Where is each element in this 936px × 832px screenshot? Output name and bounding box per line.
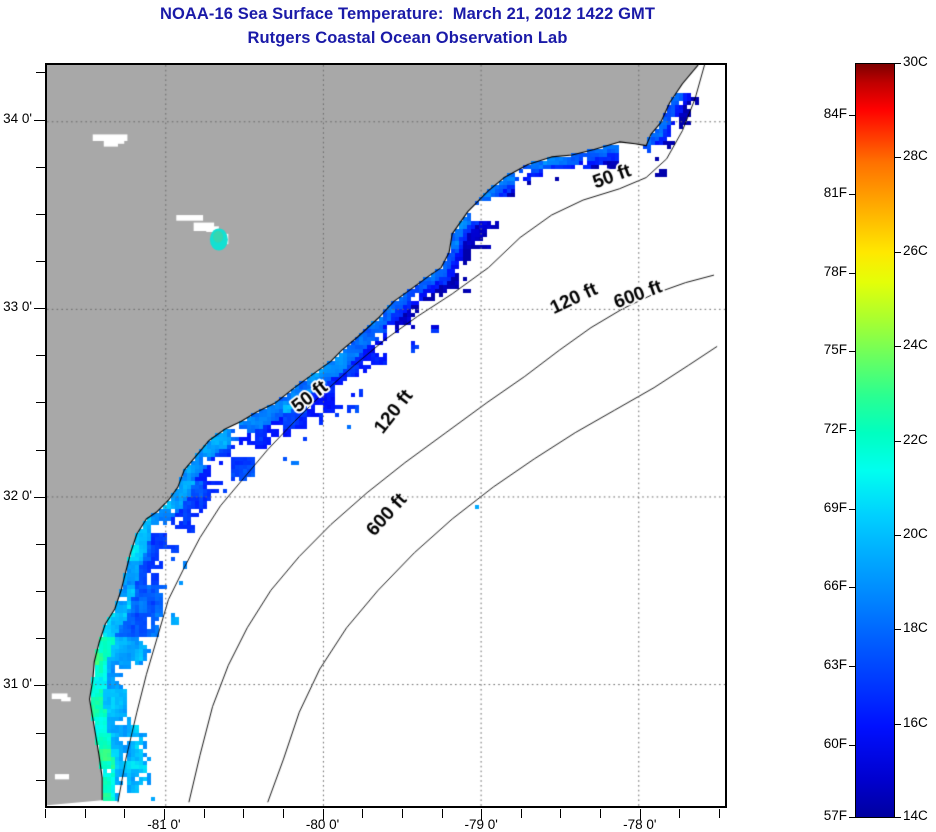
colorbar-tick-f	[849, 587, 855, 589]
colorbar-tick-f	[849, 272, 855, 274]
colorbar-label-fahrenheit: 63F	[823, 656, 847, 672]
x-tick	[84, 809, 86, 818]
y-tick	[36, 402, 45, 404]
y-tick	[36, 166, 45, 168]
y-tick	[36, 355, 45, 357]
page-title: NOAA-16 Sea Surface Temperature: March 2…	[0, 2, 815, 50]
colorbar-tick-f	[849, 194, 855, 196]
x-tick	[719, 809, 721, 818]
y-tick	[34, 685, 45, 687]
x-tick	[560, 809, 562, 818]
x-tick-label: -81 0'	[147, 817, 181, 832]
y-tick-label: 34 0'	[3, 110, 32, 126]
y-tick	[36, 543, 45, 545]
x-tick	[282, 809, 284, 818]
y-tick	[36, 213, 45, 215]
y-tick	[36, 638, 45, 640]
y-tick-label: 32 0'	[3, 487, 32, 503]
colorbar-label-celsius: 24C	[903, 337, 928, 353]
colorbar-label-fahrenheit: 72F	[823, 421, 847, 436]
x-tick	[679, 809, 681, 818]
colorbar-label-fahrenheit: 84F	[823, 106, 847, 122]
colorbar-label-fahrenheit: 81F	[823, 185, 847, 201]
x-tick	[243, 809, 245, 818]
colorbar-label-celsius: 30C	[903, 54, 928, 69]
colorbar-tick-c	[895, 534, 901, 536]
colorbar-tick-c	[895, 157, 901, 159]
colorbar-label-fahrenheit: 75F	[823, 342, 847, 358]
y-tick	[34, 496, 45, 498]
title-line-2: Rutgers Coastal Ocean Observation Lab	[247, 29, 568, 47]
colorbar-label-celsius: 20C	[903, 525, 928, 541]
x-tick	[481, 809, 483, 820]
y-tick-label: 31 0'	[3, 676, 32, 692]
colorbar-tick-f	[849, 430, 855, 431]
x-tick	[124, 809, 126, 818]
y-tick	[36, 449, 45, 451]
y-tick	[36, 261, 45, 263]
colorbar-label-fahrenheit: 66F	[823, 578, 847, 594]
title-line-1: NOAA-16 Sea Surface Temperature: March 2…	[159, 5, 656, 23]
x-tick	[45, 809, 46, 818]
x-tick	[362, 809, 364, 818]
colorbar-label-fahrenheit: 69F	[823, 499, 847, 515]
x-tick	[203, 809, 205, 818]
colorbar-tick-f	[849, 115, 855, 117]
colorbar-label-celsius: 18C	[903, 620, 928, 636]
colorbar[interactable]: 30C 28C 26C 24C 22C 20C 18C 16C 14C 84F 81F 78F 75F 7…	[824, 54, 928, 823]
colorbar-tick-f	[849, 508, 855, 510]
colorbar-label-celsius: 28C	[903, 148, 928, 164]
x-tick-label: -78 0'	[623, 817, 657, 832]
x-tick	[520, 809, 522, 818]
colorbar-tick-c	[895, 817, 901, 818]
colorbar-tick-f	[849, 817, 855, 818]
colorbar-gradient	[855, 63, 895, 818]
colorbar-tick-f	[849, 665, 855, 667]
x-tick	[639, 809, 641, 820]
x-tick	[401, 809, 403, 818]
colorbar-tick-c	[895, 440, 901, 442]
y-tick	[36, 779, 45, 781]
colorbar-label-celsius: 26C	[903, 242, 928, 258]
colorbar-tick-c	[895, 251, 901, 253]
sst-raster	[47, 65, 725, 806]
colorbar-label-celsius: 16C	[903, 714, 928, 730]
colorbar-label-fahrenheit: 57F	[823, 808, 847, 823]
colorbar-label-fahrenheit: 60F	[823, 735, 847, 751]
x-tick	[441, 809, 443, 818]
y-tick	[34, 308, 45, 310]
colorbar-tick-c	[895, 63, 901, 64]
x-tick	[600, 809, 602, 818]
colorbar-label-celsius: 22C	[903, 431, 928, 447]
sst-map[interactable]	[45, 63, 727, 808]
y-tick	[36, 732, 45, 734]
colorbar-tick-c	[895, 723, 901, 725]
x-tick-label: -80 0'	[305, 817, 340, 832]
x-tick-label: -79 0'	[464, 817, 498, 832]
colorbar-label-fahrenheit: 78F	[823, 263, 847, 279]
colorbar-label-celsius: 14C	[903, 808, 928, 823]
y-tick-label: 33 0'	[3, 299, 32, 315]
y-tick	[36, 591, 45, 593]
y-tick	[36, 72, 45, 74]
colorbar-tick-c	[895, 629, 901, 631]
colorbar-tick-c	[895, 346, 901, 348]
y-tick	[34, 119, 45, 121]
colorbar-tick-f	[849, 744, 855, 746]
x-tick	[322, 809, 324, 820]
colorbar-tick-f	[849, 351, 855, 353]
x-tick	[163, 809, 165, 820]
